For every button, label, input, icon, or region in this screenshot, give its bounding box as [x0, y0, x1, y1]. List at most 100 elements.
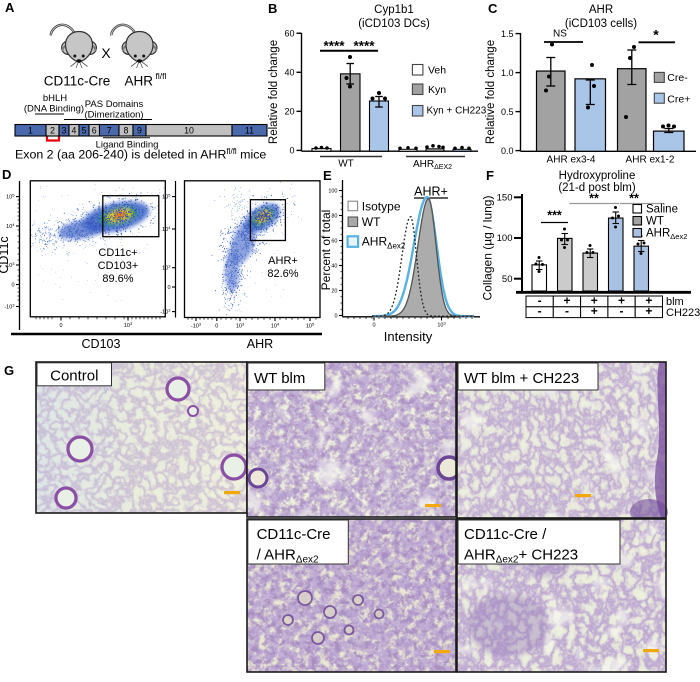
svg-text:CD11c: CD11c: [0, 236, 11, 273]
svg-text:+: +: [645, 304, 652, 318]
svg-text:1.0: 1.0: [501, 68, 514, 78]
svg-text:89.6%: 89.6%: [102, 273, 133, 285]
svg-text:Relative fold change: Relative fold change: [268, 40, 280, 144]
svg-text:A: A: [5, 0, 15, 15]
svg-text:103: 103: [162, 264, 171, 272]
svg-text:Percent of total: Percent of total: [319, 210, 333, 291]
svg-text:WT blm: WT blm: [254, 370, 305, 387]
svg-text:AHR: AHR: [247, 337, 273, 351]
svg-text:(21-d post blm): (21-d post blm): [558, 182, 636, 194]
svg-text:B: B: [268, 1, 277, 16]
svg-text:10: 10: [184, 126, 194, 136]
svg-text:F: F: [486, 168, 494, 183]
svg-text:Cre-: Cre-: [667, 72, 688, 84]
svg-text:(iCD103 DCs): (iCD103 DCs): [358, 18, 430, 30]
svg-text:82.6%: 82.6%: [267, 268, 298, 280]
svg-text:40: 40: [284, 67, 294, 77]
svg-text:103: 103: [236, 322, 245, 330]
svg-text:Kyn + CH223: Kyn + CH223: [427, 106, 487, 117]
svg-text:-103: -103: [160, 308, 171, 316]
svg-text:+: +: [618, 293, 625, 307]
svg-text:AHRΔex2+ CH223: AHRΔex2+ CH223: [464, 547, 578, 566]
svg-text:Hydroxyproline: Hydroxyproline: [559, 170, 636, 182]
svg-text:103: 103: [124, 321, 133, 329]
svg-text:4: 4: [72, 126, 77, 136]
svg-text:20: 20: [284, 107, 294, 117]
svg-text:+: +: [591, 293, 598, 307]
svg-text:0: 0: [11, 283, 14, 289]
svg-text:150: 150: [497, 193, 513, 204]
svg-text:0.0: 0.0: [501, 146, 514, 156]
svg-text:80: 80: [331, 214, 337, 220]
svg-text:0.5: 0.5: [501, 107, 514, 117]
svg-text:**: **: [629, 192, 639, 206]
svg-text:(iCD103 cells): (iCD103 cells): [565, 18, 637, 30]
svg-text:-: -: [538, 304, 542, 318]
svg-text:Veh: Veh: [428, 64, 446, 76]
svg-text:8: 8: [124, 126, 129, 136]
svg-text:Cre+: Cre+: [667, 93, 690, 105]
svg-text:1.5: 1.5: [501, 29, 514, 39]
svg-text:**: **: [589, 192, 599, 206]
svg-text:20: 20: [331, 289, 337, 295]
svg-text:60: 60: [284, 28, 294, 38]
svg-text:WT: WT: [646, 216, 664, 228]
svg-text:AHR ex3-4: AHR ex3-4: [547, 155, 596, 166]
svg-text:5: 5: [82, 126, 87, 136]
svg-text:Intensity: Intensity: [384, 329, 433, 344]
svg-text:Collagen (µg / lung): Collagen (µg / lung): [481, 196, 495, 301]
svg-text:105: 105: [306, 322, 315, 330]
svg-text:Ligand Binding: Ligand Binding: [96, 140, 159, 151]
svg-text:Control: Control: [50, 368, 98, 385]
svg-text:-: -: [620, 304, 624, 318]
svg-text:Relative fold change: Relative fold change: [485, 40, 497, 144]
svg-text:Kyn: Kyn: [428, 84, 446, 96]
svg-text:CD11c-Cre: CD11c-Cre: [44, 74, 111, 89]
svg-text:104: 104: [6, 222, 15, 230]
svg-text:60: 60: [331, 239, 337, 245]
svg-text:50: 50: [502, 274, 513, 285]
svg-text:100: 100: [497, 233, 513, 244]
svg-text:CD11c-Cre /: CD11c-Cre /: [464, 526, 547, 543]
svg-text:CD11c-Cre: CD11c-Cre: [257, 526, 331, 543]
svg-text:CH223: CH223: [666, 307, 700, 319]
svg-text:+: +: [645, 293, 652, 307]
svg-text:blm: blm: [666, 296, 684, 308]
svg-text:Saline: Saline: [646, 204, 678, 216]
svg-text:AHR+: AHR+: [268, 255, 298, 267]
svg-text:0: 0: [59, 323, 62, 329]
svg-text:NS: NS: [553, 29, 567, 40]
svg-text:-: -: [538, 293, 542, 307]
svg-text:104: 104: [162, 225, 171, 233]
svg-text:(Dimerization): (Dimerization): [84, 110, 143, 121]
svg-text:fl/fl: fl/fl: [156, 71, 167, 81]
svg-text:3: 3: [62, 126, 67, 136]
svg-text:2: 2: [50, 126, 55, 136]
svg-text:AHR: AHR: [589, 4, 613, 16]
svg-text:CD103: CD103: [82, 337, 121, 351]
svg-text:103: 103: [437, 321, 446, 329]
svg-text:X: X: [101, 45, 111, 61]
svg-text:C: C: [488, 1, 498, 16]
svg-text:bHLH: bHLH: [43, 93, 67, 104]
svg-text:7: 7: [107, 126, 112, 136]
svg-text:****: ****: [323, 38, 345, 53]
svg-text:6: 6: [92, 126, 97, 136]
svg-text:103: 103: [6, 261, 15, 269]
svg-text:105: 105: [6, 193, 15, 201]
svg-text:WT blm + CH223: WT blm + CH223: [464, 370, 579, 387]
svg-text:40: 40: [331, 264, 337, 270]
svg-text:CD11c+: CD11c+: [98, 247, 137, 259]
svg-text:9: 9: [137, 126, 142, 136]
svg-text:100: 100: [328, 189, 337, 195]
svg-text:0: 0: [372, 323, 375, 329]
svg-text:D: D: [2, 167, 11, 182]
svg-text:1: 1: [28, 126, 33, 136]
svg-text:WT: WT: [338, 159, 354, 170]
svg-text:****: ****: [353, 38, 375, 53]
svg-text:-103: -103: [191, 322, 202, 330]
svg-text:CD103+: CD103+: [98, 260, 139, 272]
svg-text:Isotype: Isotype: [362, 200, 401, 214]
svg-text:AHR ex1-2: AHR ex1-2: [626, 155, 675, 166]
svg-text:(DNA Binding): (DNA Binding): [24, 104, 84, 115]
